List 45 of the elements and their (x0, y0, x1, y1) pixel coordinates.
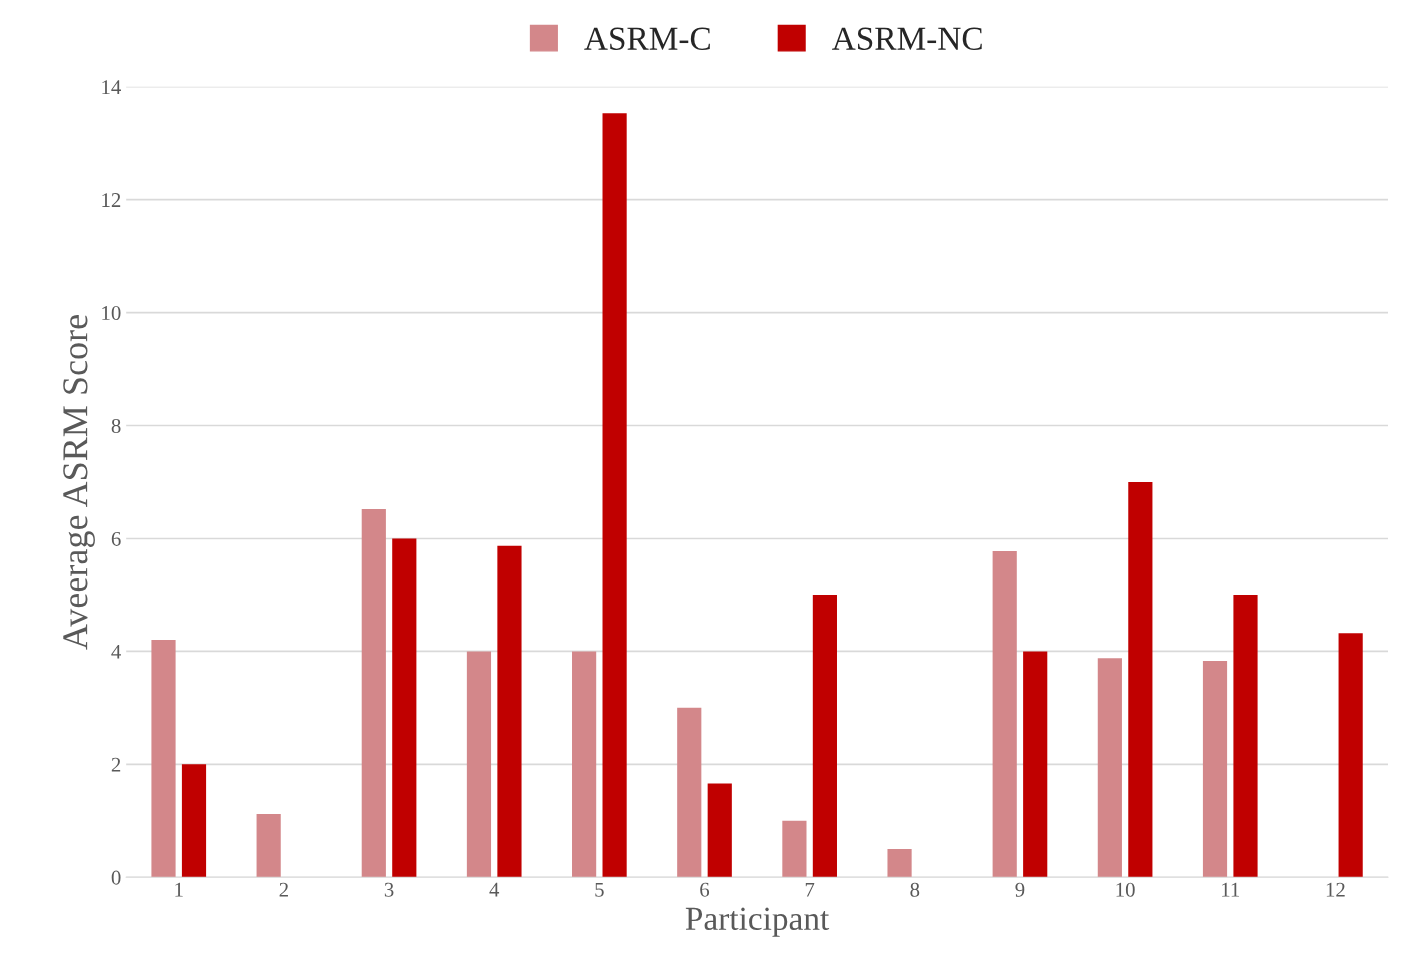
x-tick-label: 6 (700, 882, 710, 897)
bar (812, 594, 837, 878)
bar (572, 651, 597, 878)
y-tick-label: 0 (111, 870, 121, 885)
bar (782, 820, 807, 878)
bar (151, 640, 176, 878)
y-tick-label: 12 (102, 193, 121, 207)
x-tick-label: 9 (1015, 882, 1025, 897)
bar (361, 509, 386, 878)
y-tick-label: 6 (111, 531, 121, 546)
y-tick-label: 8 (111, 418, 121, 433)
x-tick-label: 4 (489, 882, 500, 897)
bar (392, 538, 417, 878)
legend-label: ASRM-C (584, 27, 710, 50)
x-tick-label: 10 (1116, 882, 1135, 897)
y-tick-label: 10 (102, 305, 121, 321)
y-axis-title: Aveerage ASRM Score (63, 315, 95, 650)
x-tick-label: 2 (279, 882, 288, 897)
bar (256, 814, 281, 878)
y-tick-label: 14 (102, 80, 121, 94)
x-tick-label: 1 (175, 882, 183, 897)
bar (992, 550, 1017, 878)
bar (1023, 651, 1048, 878)
x-tick-label: 8 (910, 882, 920, 897)
x-tick-label: 11 (1222, 882, 1240, 897)
bar (707, 783, 732, 878)
x-tick-label: 5 (595, 882, 604, 897)
bar (497, 545, 522, 878)
y-tick-label: 4 (111, 644, 121, 659)
bar (887, 849, 912, 878)
x-tick-label: 12 (1326, 882, 1345, 897)
x-axis-title: Participant (685, 907, 830, 937)
bar (677, 707, 702, 878)
bar (1202, 660, 1228, 878)
legend-label: ASRM-NC (832, 27, 982, 50)
bar (1128, 482, 1153, 878)
bar (181, 764, 207, 878)
bar (1233, 594, 1258, 878)
bar (602, 113, 627, 878)
bar (1097, 658, 1122, 878)
x-tick-label: 7 (805, 882, 815, 897)
x-tick-label: 3 (384, 882, 394, 897)
y-tick-label: 2 (111, 757, 121, 772)
bar (466, 651, 492, 878)
bar (1338, 633, 1363, 878)
